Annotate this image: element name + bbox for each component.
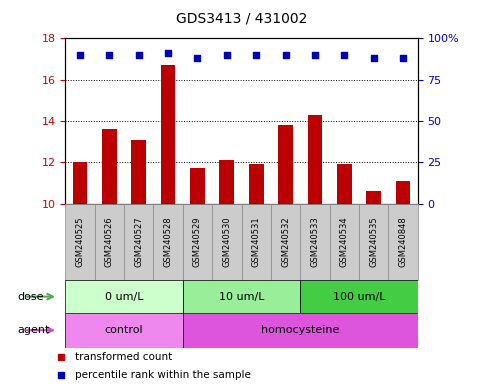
FancyBboxPatch shape	[124, 204, 154, 280]
Text: 10 um/L: 10 um/L	[219, 291, 264, 302]
Point	[252, 52, 260, 58]
Point	[76, 52, 84, 58]
FancyBboxPatch shape	[65, 313, 183, 348]
FancyBboxPatch shape	[183, 280, 300, 313]
FancyBboxPatch shape	[183, 204, 212, 280]
FancyBboxPatch shape	[183, 313, 418, 348]
Text: agent: agent	[17, 325, 49, 335]
Text: GSM240526: GSM240526	[105, 217, 114, 267]
Text: 100 um/L: 100 um/L	[333, 291, 385, 302]
Bar	[190, 169, 205, 204]
Point	[370, 55, 378, 61]
Point	[399, 55, 407, 61]
Text: GSM240528: GSM240528	[164, 217, 172, 267]
Bar	[249, 164, 264, 204]
Bar	[308, 115, 322, 204]
Text: transformed count: transformed count	[75, 352, 172, 362]
Text: GSM240848: GSM240848	[398, 217, 408, 267]
FancyBboxPatch shape	[212, 204, 242, 280]
Text: GSM240533: GSM240533	[311, 217, 319, 267]
Bar	[278, 125, 293, 204]
Point	[105, 52, 113, 58]
FancyBboxPatch shape	[388, 204, 418, 280]
Bar	[72, 162, 87, 204]
Bar	[396, 181, 411, 204]
Point	[194, 55, 201, 61]
Text: GSM240530: GSM240530	[222, 217, 231, 267]
Bar	[131, 139, 146, 204]
FancyBboxPatch shape	[300, 204, 329, 280]
Text: GSM240534: GSM240534	[340, 217, 349, 267]
Text: GSM240525: GSM240525	[75, 217, 85, 267]
Text: percentile rank within the sample: percentile rank within the sample	[75, 370, 251, 380]
Point	[282, 52, 289, 58]
Bar	[102, 129, 116, 204]
FancyBboxPatch shape	[329, 204, 359, 280]
Bar	[337, 164, 352, 204]
Point	[341, 52, 348, 58]
FancyBboxPatch shape	[65, 204, 95, 280]
Bar	[219, 160, 234, 204]
Text: GDS3413 / 431002: GDS3413 / 431002	[176, 12, 307, 25]
Text: homocysteine: homocysteine	[261, 325, 340, 335]
FancyBboxPatch shape	[154, 204, 183, 280]
Text: GSM240531: GSM240531	[252, 217, 261, 267]
Point	[311, 52, 319, 58]
Text: GSM240529: GSM240529	[193, 217, 202, 267]
FancyBboxPatch shape	[95, 204, 124, 280]
FancyBboxPatch shape	[300, 280, 418, 313]
Point	[164, 50, 172, 56]
Point	[135, 52, 142, 58]
FancyBboxPatch shape	[359, 204, 388, 280]
Bar	[367, 191, 381, 204]
FancyBboxPatch shape	[271, 204, 300, 280]
Text: 0 um/L: 0 um/L	[105, 291, 143, 302]
Text: GSM240532: GSM240532	[281, 217, 290, 267]
Text: GSM240527: GSM240527	[134, 217, 143, 267]
Text: GSM240535: GSM240535	[369, 217, 378, 267]
Text: control: control	[105, 325, 143, 335]
FancyBboxPatch shape	[242, 204, 271, 280]
Point	[223, 52, 231, 58]
Bar	[161, 65, 175, 204]
Text: dose: dose	[17, 291, 43, 302]
FancyBboxPatch shape	[65, 280, 183, 313]
